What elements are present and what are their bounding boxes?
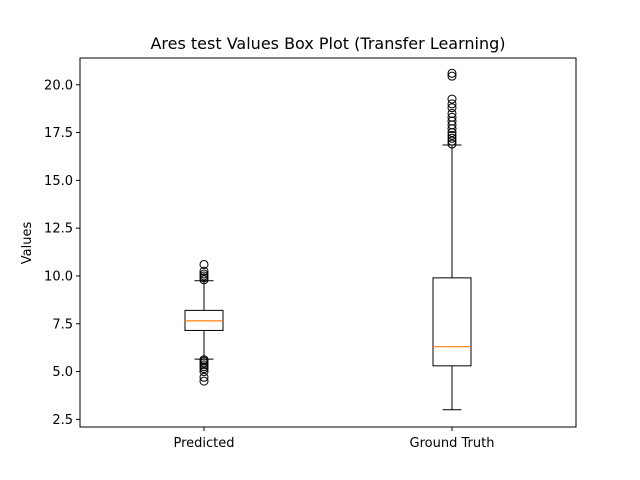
x-tick-label: Predicted: [173, 436, 234, 451]
outlier-point: [199, 266, 209, 276]
outlier-point: [199, 355, 209, 365]
outlier-point: [447, 136, 457, 146]
outlier-point: [199, 376, 209, 386]
outlier-point: [199, 372, 209, 382]
x-tick-label: Ground Truth: [410, 436, 495, 451]
y-tick-label: 10.0: [44, 269, 73, 284]
outlier-point: [447, 108, 457, 118]
y-tick-label: 20.0: [44, 78, 73, 93]
outlier-point: [447, 133, 457, 143]
y-tick-label: 5.0: [52, 365, 73, 380]
outlier-point: [447, 103, 457, 113]
plot-frame: [79, 57, 577, 428]
y-axis-title: Values: [20, 222, 35, 265]
outlier-point: [447, 71, 457, 81]
plot-area: 2.5 5.0 7.5 10.0 12.5 15.0 17.5 20.0 Predicted Gr…: [44, 57, 577, 451]
y-tick-label: 2.5: [52, 413, 73, 428]
y-tick-label: 12.5: [44, 222, 73, 237]
y-tick-label: 17.5: [44, 126, 73, 141]
y-tick-label: 15.0: [44, 174, 73, 189]
outlier-point: [447, 139, 457, 149]
outlier-point: [447, 99, 457, 109]
chart-title: Ares test Values Box Plot (Transfer Lear…: [150, 34, 505, 53]
iqr-box: [432, 277, 472, 367]
outlier-point: [199, 259, 209, 269]
outlier-point: [447, 68, 457, 78]
outlier-point: [447, 130, 457, 140]
outlier-point: [447, 94, 457, 104]
y-tick-label: 7.5: [52, 317, 73, 332]
outlier-point: [199, 269, 209, 279]
outlier-point: [447, 112, 457, 122]
outlier-point: [199, 367, 209, 377]
